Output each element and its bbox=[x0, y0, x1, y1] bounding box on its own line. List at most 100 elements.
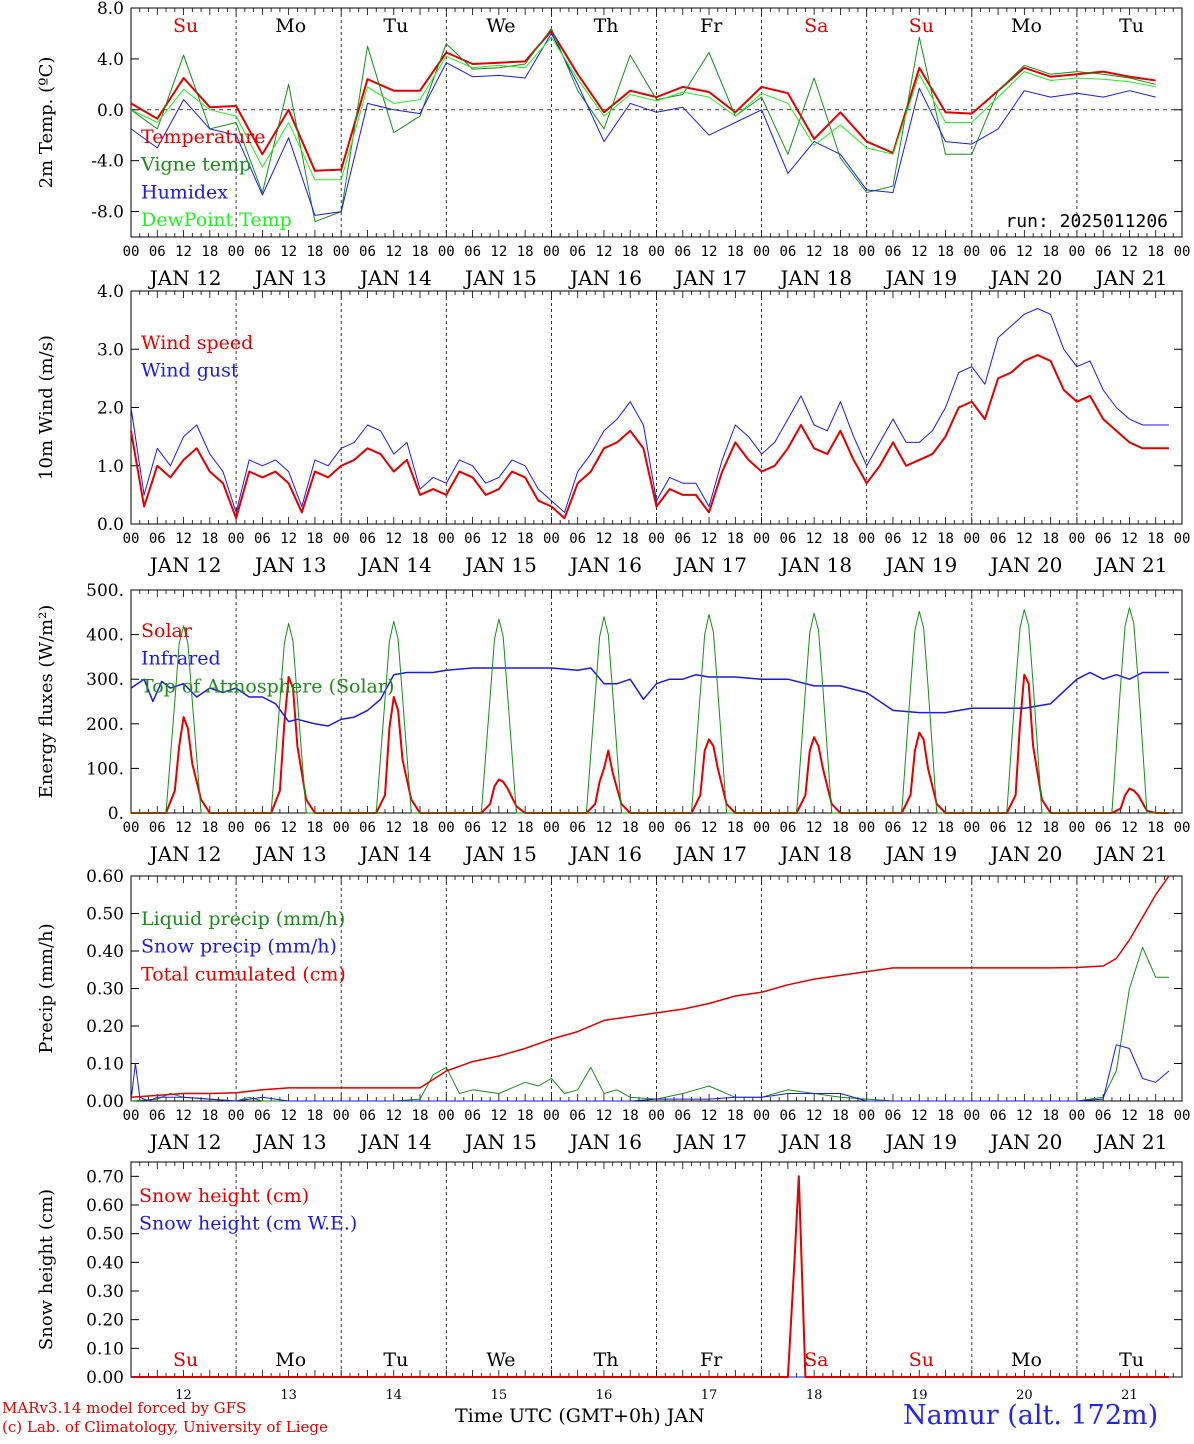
hour-label: 06 bbox=[779, 820, 796, 836]
hour-label: 00 bbox=[753, 1108, 770, 1124]
date-label: JAN 18 bbox=[778, 553, 852, 577]
hour-label: 00 bbox=[333, 820, 350, 836]
hour-label: 00 bbox=[543, 531, 560, 547]
hour-label: 00 bbox=[123, 531, 140, 547]
date-label: JAN 17 bbox=[673, 1130, 747, 1154]
hour-label: 00 bbox=[858, 1108, 875, 1124]
date-label: JAN 16 bbox=[568, 266, 642, 290]
hour-label: 00 bbox=[648, 244, 665, 260]
hour-label: 06 bbox=[1095, 820, 1112, 836]
weekday-label: Th bbox=[594, 1349, 619, 1371]
hour-label: 18 bbox=[832, 244, 849, 260]
day-number-label: 12 bbox=[175, 1388, 192, 1403]
y-tick-label: 0.20 bbox=[86, 1311, 124, 1331]
hour-label: 00 bbox=[753, 244, 770, 260]
date-label: JAN 12 bbox=[148, 1130, 222, 1154]
hour-label: 12 bbox=[490, 820, 507, 836]
date-label: JAN 13 bbox=[253, 842, 327, 866]
hour-label: 12 bbox=[490, 531, 507, 547]
hour-label: 00 bbox=[228, 244, 245, 260]
day-number-label: 19 bbox=[911, 1388, 928, 1403]
hour-label: 18 bbox=[1042, 820, 1059, 836]
hour-label: 18 bbox=[832, 531, 849, 547]
weekday-label: Su bbox=[909, 1349, 934, 1371]
hour-label: 18 bbox=[1147, 531, 1164, 547]
hour-label: 00 bbox=[1174, 1108, 1191, 1124]
hour-label: 12 bbox=[175, 1108, 192, 1124]
hour-label: 00 bbox=[543, 820, 560, 836]
hour-label: 06 bbox=[779, 244, 796, 260]
date-label: JAN 14 bbox=[358, 842, 432, 866]
weekday-label: Mo bbox=[275, 15, 306, 37]
date-label: JAN 17 bbox=[673, 266, 747, 290]
date-label: JAN 16 bbox=[568, 842, 642, 866]
date-label: JAN 19 bbox=[883, 266, 957, 290]
day-number-label: 16 bbox=[596, 1388, 613, 1403]
hour-label: 00 bbox=[228, 820, 245, 836]
date-label: JAN 21 bbox=[1094, 553, 1168, 577]
run-annotation: run: 2025011206 bbox=[1005, 211, 1168, 232]
hour-label: 00 bbox=[858, 531, 875, 547]
hour-label: 00 bbox=[228, 531, 245, 547]
hour-label: 18 bbox=[937, 531, 954, 547]
y-axis-label: Energy fluxes (W/m²) bbox=[36, 605, 57, 799]
weekday-label: Tu bbox=[383, 1349, 408, 1371]
hour-label: 06 bbox=[254, 820, 271, 836]
weekday-label: Su bbox=[909, 15, 934, 37]
y-tick-label: 0.50 bbox=[86, 905, 124, 925]
hour-label: 00 bbox=[123, 244, 140, 260]
hour-label: 00 bbox=[333, 1108, 350, 1124]
series-line bbox=[131, 607, 1169, 814]
date-label: JAN 19 bbox=[883, 842, 957, 866]
date-label: JAN 14 bbox=[358, 1130, 432, 1154]
date-label: JAN 21 bbox=[1094, 266, 1168, 290]
day-number-label: 14 bbox=[385, 1388, 402, 1403]
hour-label: 06 bbox=[990, 1108, 1007, 1124]
date-label: JAN 13 bbox=[253, 553, 327, 577]
series-line bbox=[130, 1044, 1170, 1102]
hour-label: 06 bbox=[1095, 244, 1112, 260]
hour-label: 06 bbox=[674, 820, 691, 836]
legend-entry: Snow height (cm W.E.) bbox=[139, 1213, 357, 1235]
date-label: JAN 15 bbox=[463, 266, 537, 290]
hour-label: 18 bbox=[622, 531, 639, 547]
hour-label: 06 bbox=[569, 244, 586, 260]
legend-entry: Total cumulated (cm) bbox=[141, 963, 346, 985]
y-tick-label: -8.0 bbox=[91, 203, 124, 223]
date-label: JAN 18 bbox=[778, 842, 852, 866]
date-label: JAN 17 bbox=[673, 842, 747, 866]
y-tick-label: 0.40 bbox=[86, 942, 124, 962]
hour-label: 18 bbox=[937, 820, 954, 836]
hour-label: 00 bbox=[228, 1108, 245, 1124]
hour-label: 18 bbox=[622, 244, 639, 260]
hour-label: 18 bbox=[306, 1108, 323, 1124]
hour-label: 18 bbox=[727, 531, 744, 547]
y-tick-label: 0.0 bbox=[97, 101, 124, 121]
hour-label: 18 bbox=[201, 531, 218, 547]
legend-entry: DewPoint Temp bbox=[141, 209, 292, 231]
y-tick-label: 0. bbox=[108, 804, 124, 824]
hour-label: 12 bbox=[175, 244, 192, 260]
series-line bbox=[130, 36, 1156, 181]
hour-label: 06 bbox=[149, 820, 166, 836]
weekday-label: We bbox=[486, 15, 515, 37]
hour-label: 00 bbox=[1174, 244, 1191, 260]
series-line bbox=[130, 29, 1156, 172]
hour-label: 18 bbox=[517, 531, 534, 547]
y-tick-label: 400. bbox=[86, 626, 124, 646]
y-tick-label: 0.70 bbox=[86, 1167, 124, 1187]
hour-label: 00 bbox=[963, 531, 980, 547]
hour-label: 18 bbox=[201, 820, 218, 836]
weekday-label: Fr bbox=[700, 1349, 723, 1371]
hour-label: 06 bbox=[149, 244, 166, 260]
hour-label: 00 bbox=[1174, 531, 1191, 547]
hour-label: 06 bbox=[569, 820, 586, 836]
y-tick-label: 4.0 bbox=[97, 50, 124, 70]
hour-label: 06 bbox=[569, 1108, 586, 1124]
legend-entry: Wind speed bbox=[141, 332, 253, 354]
hour-label: 12 bbox=[911, 244, 928, 260]
hour-label: 06 bbox=[464, 820, 481, 836]
series-line bbox=[130, 875, 1170, 1099]
y-axis-label: Precip (mm/h) bbox=[36, 923, 57, 1053]
